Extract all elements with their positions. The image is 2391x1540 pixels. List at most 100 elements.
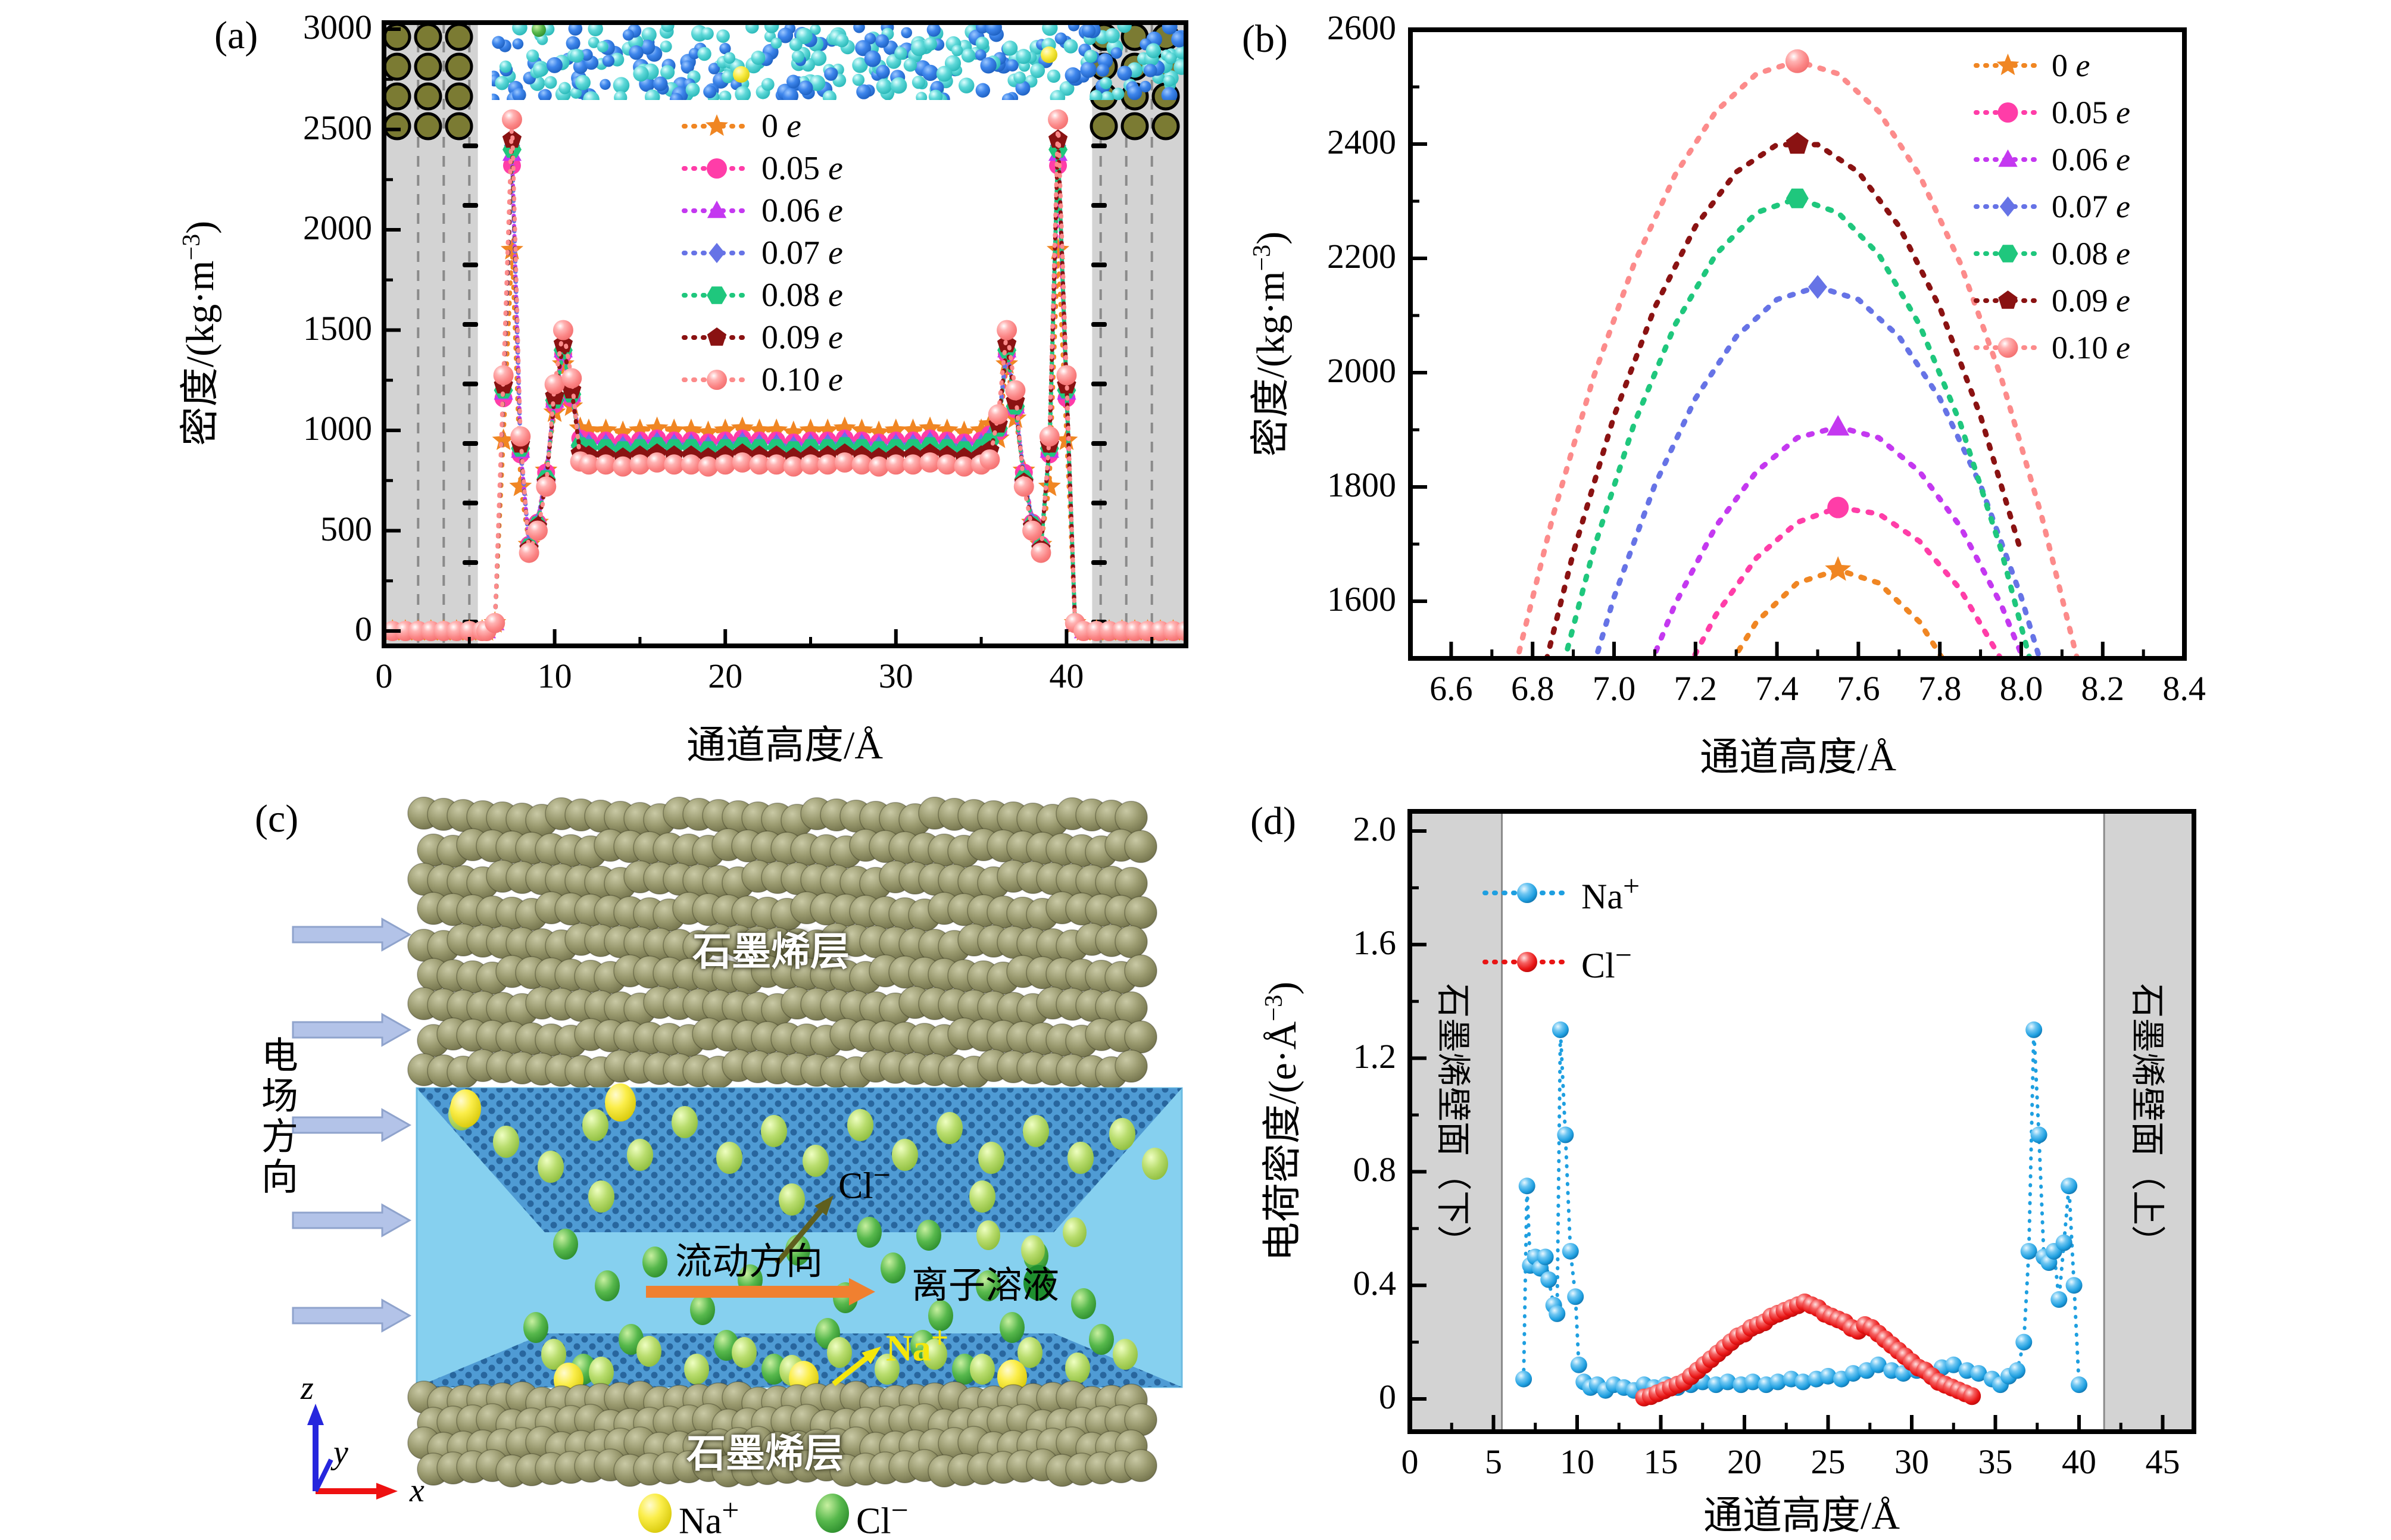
c-ionic-solution-label: 离子溶液 bbox=[911, 1266, 1060, 1306]
a-legend-item-0.06-label: 0.06 e bbox=[761, 192, 843, 229]
d-y-title-post: ) bbox=[1261, 982, 1304, 995]
a-water-inset bbox=[492, 25, 1185, 100]
a-legend-item-0.07-sample bbox=[682, 242, 752, 263]
b-series bbox=[1515, 49, 2080, 658]
c-top-graphene-label: 石墨烯层 bbox=[692, 930, 850, 974]
c-legend-cl-base: Cl bbox=[856, 1501, 891, 1540]
d-x-tick: 5 bbox=[1485, 1442, 1502, 1481]
d-x-tick: 30 bbox=[1894, 1442, 1929, 1481]
a-x-tick: 20 bbox=[708, 657, 743, 695]
d-wall-label-bottom: 石墨烯壁面（下） bbox=[1434, 983, 1472, 1260]
a-legend-item-0.07: 0.07 e bbox=[682, 232, 843, 274]
d-legend-item-Na-label: Na+ bbox=[1581, 869, 1640, 916]
b-series-0.10e bbox=[1515, 49, 2080, 658]
b-legend-item-0.05-label: 0.05 e bbox=[2052, 94, 2130, 130]
b-y-tick: 1600 bbox=[1327, 580, 1396, 619]
b-legend-item-0.07-label: 0.07 e bbox=[2052, 188, 2130, 224]
d-x-tick: 20 bbox=[1727, 1442, 1762, 1481]
d-series-cl bbox=[1635, 1293, 1981, 1407]
b-axes bbox=[1408, 27, 2187, 661]
d-y-axis-title: 电荷密度/(e·Å−3) bbox=[1250, 982, 1307, 1261]
a-legend-item-0.10: 0.10 e bbox=[682, 358, 843, 401]
c-na-sup: + bbox=[931, 1321, 949, 1355]
b-x-tick: 7.4 bbox=[1755, 669, 1799, 708]
c-legend-cl-sup: − bbox=[891, 1494, 909, 1527]
a-x-tick: 40 bbox=[1049, 657, 1084, 695]
panel-a-legend: 0 e 0.05 e 0.06 e 0.07 e 0.08 e 0.09 e 0.10 e bbox=[682, 105, 843, 401]
a-legend-item-0.06-sample bbox=[682, 200, 752, 218]
b-series-0.07e bbox=[1593, 275, 2043, 658]
b-legend-item-0.06-label: 0.06 e bbox=[2052, 141, 2130, 177]
b-y-tick: 1800 bbox=[1327, 466, 1396, 504]
d-legend-item-Na: Na+ bbox=[1482, 858, 1640, 927]
c-legend-cl-label: Cl− bbox=[856, 1493, 909, 1540]
d-x-tick: 0 bbox=[1401, 1442, 1419, 1481]
b-legend-item-0.09: 0.09 e bbox=[1974, 277, 2130, 324]
b-legend-item-0: 0 e bbox=[1974, 42, 2130, 89]
c-legend-symbols bbox=[638, 1494, 849, 1533]
d-series bbox=[1515, 1021, 2087, 1407]
d-x-axis-title: 通道高度/Å bbox=[1703, 1494, 1900, 1538]
a-legend-item-0.08-sample bbox=[682, 286, 752, 304]
a-legend-item-0.09-label: 0.09 e bbox=[761, 318, 843, 356]
b-y-tick: 2000 bbox=[1327, 351, 1396, 390]
panel-a-tag: (a) bbox=[214, 14, 258, 57]
b-x-tick: 7.0 bbox=[1592, 669, 1636, 708]
b-x-axis-title: 通道高度/Å bbox=[1700, 736, 1896, 779]
b-legend-item-0.09-sample bbox=[1974, 290, 2042, 309]
panel-c-tag: (c) bbox=[255, 797, 299, 841]
d-y-tick: 0.4 bbox=[1353, 1264, 1397, 1303]
d-x-tick: 25 bbox=[1811, 1442, 1846, 1481]
c-axis-triad bbox=[307, 1404, 398, 1500]
a-y-tick: 1500 bbox=[303, 308, 372, 348]
a-legend-item-0.10-sample bbox=[682, 369, 752, 390]
b-y-tick: 2400 bbox=[1327, 123, 1396, 161]
c-annotation-arrows bbox=[646, 1195, 881, 1386]
b-x-tick: 7.6 bbox=[1837, 669, 1880, 708]
a-legend-item-0.08: 0.08 e bbox=[682, 274, 843, 316]
a-y-tick: 2000 bbox=[303, 208, 372, 247]
c-ions bbox=[448, 1083, 1168, 1397]
b-x-tick: 8.2 bbox=[2081, 669, 2125, 708]
c-cl-sup: − bbox=[873, 1158, 891, 1192]
panel-b-legend: 0 e 0.05 e 0.06 e 0.07 e 0.08 e 0.09 e 0.10 e bbox=[1974, 42, 2130, 371]
a-y-title-post: ) bbox=[179, 220, 222, 234]
c-flow-direction-label: 流动方向 bbox=[675, 1242, 823, 1282]
d-x-tick: 15 bbox=[1643, 1442, 1678, 1481]
a-legend-item-0.09: 0.09 e bbox=[682, 316, 843, 358]
a-x-tick: 0 bbox=[375, 657, 393, 695]
d-legend-item-Cl-sample bbox=[1482, 952, 1572, 972]
a-legend-item-0: 0 e bbox=[682, 105, 843, 147]
c-na-base: Na bbox=[886, 1328, 931, 1369]
d-wall-label-top: 石墨烯壁面（上） bbox=[2128, 983, 2167, 1260]
c-axis-z-label: z bbox=[301, 1370, 314, 1407]
b-x-tick: 6.8 bbox=[1510, 669, 1555, 708]
b-x-tick: 8.4 bbox=[2162, 669, 2206, 708]
b-legend-item-0.06: 0.06 e bbox=[1974, 136, 2130, 183]
d-y-tick: 1.2 bbox=[1353, 1036, 1397, 1076]
a-legend-item-0.05-label: 0.05 e bbox=[761, 149, 843, 187]
c-bottom-graphene-label: 石墨烯层 bbox=[686, 1432, 844, 1476]
b-legend-item-0.05-sample bbox=[1974, 102, 2042, 123]
b-series-0.06e bbox=[1650, 415, 2026, 658]
c-legend-na-label: Na+ bbox=[679, 1493, 739, 1540]
b-legend-item-0-label: 0 e bbox=[2052, 47, 2090, 83]
a-series-0.10e bbox=[384, 109, 1186, 641]
c-field-arrows bbox=[292, 917, 412, 1333]
a-legend-item-0.05: 0.05 e bbox=[682, 147, 843, 189]
a-y-tick: 0 bbox=[355, 610, 372, 648]
panel-d-legend: Na+ Cl− bbox=[1482, 858, 1640, 997]
d-y-tick: 1.6 bbox=[1353, 923, 1397, 962]
d-legend-item-Na-sample bbox=[1482, 883, 1572, 903]
b-legend-item-0.09-label: 0.09 e bbox=[2052, 282, 2130, 318]
b-legend-item-0.10-sample bbox=[1974, 337, 2042, 358]
b-x-tick: 8.0 bbox=[1999, 669, 2043, 708]
b-legend-item-0.07-sample bbox=[1974, 196, 2042, 217]
c-cl-base: Cl bbox=[838, 1166, 873, 1207]
b-legend-item-0.10-label: 0.10 e bbox=[2052, 329, 2130, 366]
d-y-title-sup: −3 bbox=[1260, 995, 1288, 1022]
a-legend-item-0.08-label: 0.08 e bbox=[761, 276, 843, 314]
b-legend-item-0.06-sample bbox=[1974, 149, 2042, 167]
